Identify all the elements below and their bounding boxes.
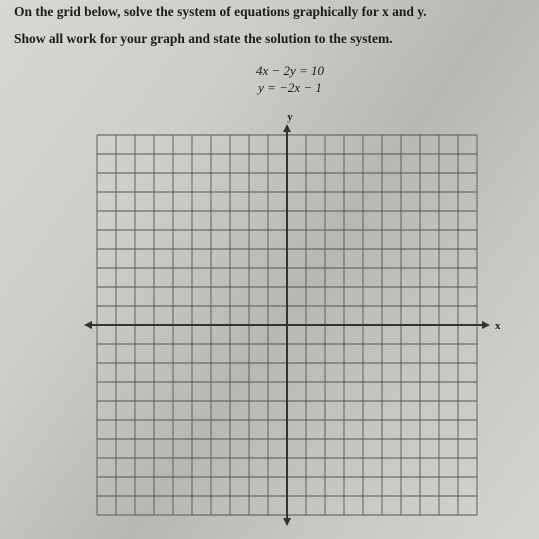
x-arrow (482, 321, 490, 329)
equation: y = −2x − 1 (258, 80, 322, 95)
x-arrow (84, 321, 92, 329)
equation: 4x − 2y = 10 (255, 63, 325, 78)
y-arrow (283, 518, 291, 526)
y-arrow (283, 124, 291, 132)
x-axis-label: x (495, 320, 501, 332)
y-axis-label: y (287, 111, 293, 123)
instruction-line: On the grid below, solve the system of e… (14, 4, 427, 19)
instruction-line: Show all work for your graph and state t… (14, 31, 393, 46)
